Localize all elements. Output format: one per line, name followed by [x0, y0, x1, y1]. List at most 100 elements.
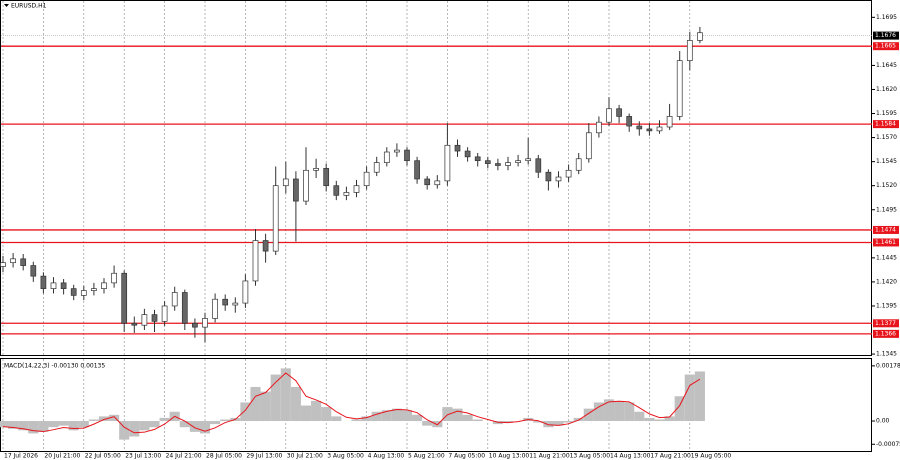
macd-histogram-bar: [270, 374, 281, 422]
macd-y-tick-label: 0.00: [876, 418, 890, 425]
macd-histogram-bar: [502, 421, 514, 423]
x-tick-label: 10 Aug 13:00: [489, 453, 530, 460]
candle-body: [232, 302, 239, 306]
candle-body: [697, 32, 703, 41]
candle-body: [131, 322, 138, 326]
candle-body: [222, 298, 229, 306]
macd-histogram-bar: [38, 421, 49, 432]
candle-body: [444, 144, 451, 182]
macd-histogram-bar: [58, 421, 69, 426]
macd-histogram-bar: [583, 408, 594, 422]
candle-body: [303, 169, 309, 202]
macd-histogram-bar: [129, 421, 140, 437]
candle-body: [535, 158, 542, 173]
macd-histogram-bar: [391, 408, 402, 422]
y-tick-label: 1.1595: [876, 110, 897, 117]
x-tick-label: 24 Jul 21:00: [166, 453, 202, 460]
macd-histogram-bar: [311, 400, 322, 422]
candle-body: [555, 176, 562, 182]
candle-body: [656, 126, 663, 132]
macd-histogram-bar: [48, 421, 59, 428]
macd-histogram-bar: [614, 400, 625, 422]
x-tick-label: 19 Aug 05:00: [691, 453, 732, 460]
level-label-box: [873, 225, 899, 234]
macd-histogram-bar: [573, 417, 584, 422]
candle-body: [464, 150, 471, 158]
candle-body: [414, 160, 420, 180]
y-tick-label: 1.1520: [876, 182, 897, 189]
candle-body: [10, 258, 16, 264]
macd-signal-line: [2, 372, 701, 434]
macd-histogram-bar: [250, 386, 261, 422]
macd-y-tick-label: -0.00075: [876, 441, 900, 448]
level-label: 1.1377: [875, 320, 896, 327]
x-tick-label: 14 Aug 13:00: [610, 453, 651, 460]
candle-body: [363, 171, 370, 187]
macd-histogram-bar: [452, 408, 463, 422]
candle-body: [313, 168, 319, 171]
y-tick-label: 1.1495: [876, 206, 897, 213]
macd-histogram-bar: [290, 386, 301, 422]
candle-body: [636, 125, 643, 130]
y-tick-label: 1.1395: [876, 302, 897, 309]
macd-histogram-bar: [88, 419, 99, 422]
candle-body: [111, 272, 117, 284]
candle-body: [121, 272, 128, 324]
candle-body: [434, 180, 441, 186]
x-tick-label: 3 Aug 05:00: [327, 453, 364, 460]
x-tick-label: 29 Jul 13:00: [246, 453, 282, 460]
level-label: 1.1665: [875, 43, 896, 50]
macd-histogram-bar: [603, 399, 615, 422]
macd-histogram-bar: [220, 419, 231, 422]
candle-body: [252, 240, 259, 282]
x-tick-label: 23 Jul 13:00: [125, 453, 161, 460]
candle-body: [383, 151, 390, 163]
candle-body: [343, 192, 350, 196]
macd-histogram-bar: [593, 402, 604, 422]
candle-body: [181, 292, 188, 324]
macd-histogram-bar: [422, 421, 433, 426]
x-tick-label: 17 Jul 2026: [4, 453, 38, 460]
macd-histogram-bar: [634, 411, 645, 422]
macd-histogram-bar: [371, 411, 382, 422]
macd-histogram-bar: [98, 416, 110, 422]
macd-histogram-bar: [119, 421, 130, 440]
candle-body: [454, 144, 461, 152]
current-price-box: [873, 31, 899, 40]
candle-body: [242, 280, 249, 304]
level-label: 1.1474: [875, 226, 896, 233]
candle-body: [646, 128, 653, 132]
macd-histogram-bar: [109, 414, 120, 422]
candle-body: [585, 132, 592, 160]
candle-body: [323, 168, 330, 187]
candle-body: [596, 121, 602, 134]
macd-histogram-bar: [533, 421, 544, 423]
candle-body: [394, 149, 400, 153]
macd-histogram-bar: [442, 407, 453, 422]
candle-body: [50, 282, 57, 289]
macd-panel: [0, 358, 872, 452]
y-tick-label: 1.1445: [876, 254, 897, 261]
candle-body: [262, 240, 269, 252]
symbol-label: EURUSD,H1: [11, 3, 47, 10]
macd-histogram-bar: [694, 371, 705, 422]
candle-body: [171, 292, 178, 307]
macd-histogram-bar: [654, 419, 665, 422]
x-tick-label: 20 Jul 21:00: [44, 453, 80, 460]
macd-histogram-bar: [280, 368, 291, 422]
macd-histogram-bar: [664, 416, 675, 422]
macd-histogram-bar: [624, 402, 635, 422]
symbol-menu-icon[interactable]: [4, 4, 9, 7]
candle-body: [202, 318, 208, 328]
candle-body: [495, 163, 501, 166]
candle-body: [91, 288, 97, 291]
candle-body: [151, 314, 158, 322]
x-tick-label: 5 Aug 21:00: [408, 453, 445, 460]
level-label: 1.1461: [875, 239, 896, 246]
x-tick-label: 28 Jul 05:00: [206, 453, 242, 460]
x-tick-label: 11 Aug 21:00: [529, 453, 570, 460]
y-tick-label: 1.1645: [876, 62, 897, 69]
candle-body: [333, 185, 340, 196]
y-tick-label: 1.1695: [876, 14, 897, 21]
level-label-box: [873, 120, 899, 129]
